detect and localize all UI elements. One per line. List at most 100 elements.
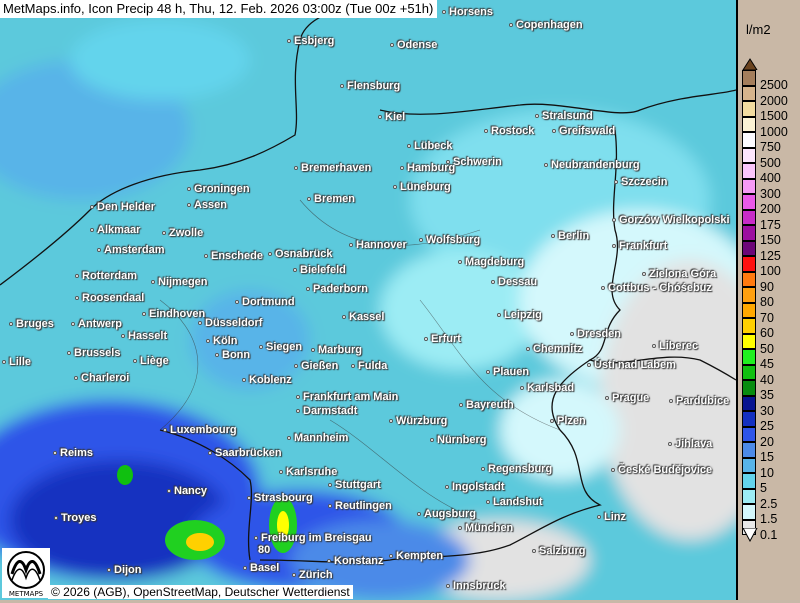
city-label: Landshut (486, 496, 543, 508)
city-dot-icon (242, 378, 246, 383)
city-dot-icon (445, 485, 449, 490)
legend-level: 15 (742, 442, 800, 464)
legend-swatch (742, 116, 756, 132)
city-label: München (458, 522, 513, 534)
city-dot-icon (294, 166, 298, 171)
city-label: Roosendaal (75, 292, 144, 304)
city-dot-icon (342, 315, 346, 320)
legend-level: 300 (742, 178, 800, 201)
city-label: Szczecin (614, 176, 667, 188)
legend-value: 100 (760, 264, 781, 278)
legend-level: 30 (742, 395, 800, 418)
city-dot-icon (90, 205, 94, 210)
city-dot-icon (279, 470, 283, 475)
city-dot-icon (550, 419, 554, 424)
city-label: Brussels (67, 347, 120, 359)
city-name: Jihlava (675, 438, 713, 450)
city-name: Amsterdam (104, 244, 165, 256)
legend-value: 200 (760, 202, 781, 216)
city-dot-icon (486, 370, 490, 375)
city-dot-icon (605, 396, 609, 401)
city-label: Darmstadt (296, 405, 357, 417)
city-dot-icon (268, 252, 272, 257)
city-dot-icon (481, 467, 485, 472)
city-name: Eindhoven (149, 308, 206, 320)
city-name: Bruges (16, 318, 54, 330)
city-dot-icon (417, 512, 421, 517)
city-label: Dortmund (235, 296, 295, 308)
city-label: Fulda (351, 360, 387, 372)
city-dot-icon (535, 114, 539, 119)
legend-level: 500 (742, 147, 800, 170)
city-dot-icon (294, 364, 298, 369)
city-label: Karlsbad (520, 382, 574, 394)
city-label: Assen (187, 199, 227, 211)
legend-value: 2.5 (760, 496, 778, 511)
city-label: Groningen (187, 183, 250, 195)
legend-level: 150 (742, 225, 800, 247)
city-label: Dresden (570, 328, 621, 340)
city-name: Flensburg (347, 80, 401, 92)
city-dot-icon (544, 163, 548, 168)
city-name: Stralsund (542, 110, 593, 122)
legend-value: 10 (760, 465, 774, 480)
city-dot-icon (254, 536, 258, 541)
city-label: Köln (206, 335, 237, 347)
city-label: Odense (390, 39, 437, 51)
city-dot-icon (167, 489, 171, 494)
city-label: Berlin (551, 230, 589, 242)
legend-swatch (742, 101, 756, 117)
legend-value: 150 (760, 233, 781, 247)
city-label: Reutlingen (328, 500, 392, 512)
city-label: Plauen (486, 366, 529, 378)
city-label: Liberec (652, 340, 698, 352)
city-dot-icon (208, 451, 212, 456)
city-dot-icon (611, 468, 615, 473)
city-name: Lille (9, 356, 32, 368)
city-label: Hannover (349, 239, 407, 251)
city-label: Schwerin (446, 156, 502, 168)
city-name: Hannover (356, 239, 407, 251)
city-name: Neubrandenburg (551, 159, 640, 171)
city-label: Copenhagen (509, 19, 583, 31)
precipitation-map[interactable]: Horsens Copenhagen Esbjerg Odense Flensburg K… (0, 0, 736, 600)
legend-swatch (742, 147, 756, 163)
city-name: Enschede (211, 250, 263, 262)
city-dot-icon (53, 451, 57, 456)
city-label: České Budějovice (611, 464, 712, 476)
city-dot-icon (551, 234, 555, 239)
city-label: Siegen (259, 341, 302, 353)
city-dot-icon (9, 322, 13, 327)
legend-swatch (742, 504, 756, 520)
city-name: Dessau (498, 276, 538, 288)
legend-swatch (742, 70, 756, 86)
city-label: Würzburg (389, 415, 447, 427)
city-dot-icon (215, 353, 219, 358)
city-label: Nürnberg (430, 434, 487, 446)
city-dot-icon (652, 344, 656, 349)
city-dot-icon (243, 566, 247, 571)
city-label: Nijmegen (151, 276, 208, 288)
city-name: Prague (612, 392, 650, 404)
city-label: Cottbus - Chóśebuz (601, 282, 712, 294)
city-name: Gorzów Wielkopolski (619, 214, 730, 226)
city-dot-icon (601, 286, 605, 291)
city-dot-icon (235, 300, 239, 305)
city-label: Rotterdam (75, 270, 137, 282)
legend-value: 30 (760, 403, 774, 418)
city-name: Zielona Góra (649, 268, 717, 280)
city-label: Ingolstadt (445, 481, 505, 493)
city-label: Chemnitz (526, 343, 583, 355)
city-label: Augsburg (417, 508, 476, 520)
city-label: Leipzig (497, 309, 542, 321)
legend-swatch (742, 349, 756, 365)
legend-swatch (742, 488, 756, 504)
city-dot-icon (642, 272, 646, 277)
city-name: Dijon (114, 564, 142, 576)
city-label: Bremerhaven (294, 162, 371, 174)
city-dot-icon (669, 399, 673, 404)
city-label: Koblenz (242, 374, 292, 386)
legend-swatch (742, 225, 756, 241)
city-name: Roosendaal (82, 292, 145, 304)
city-label: Salzburg (532, 545, 585, 557)
